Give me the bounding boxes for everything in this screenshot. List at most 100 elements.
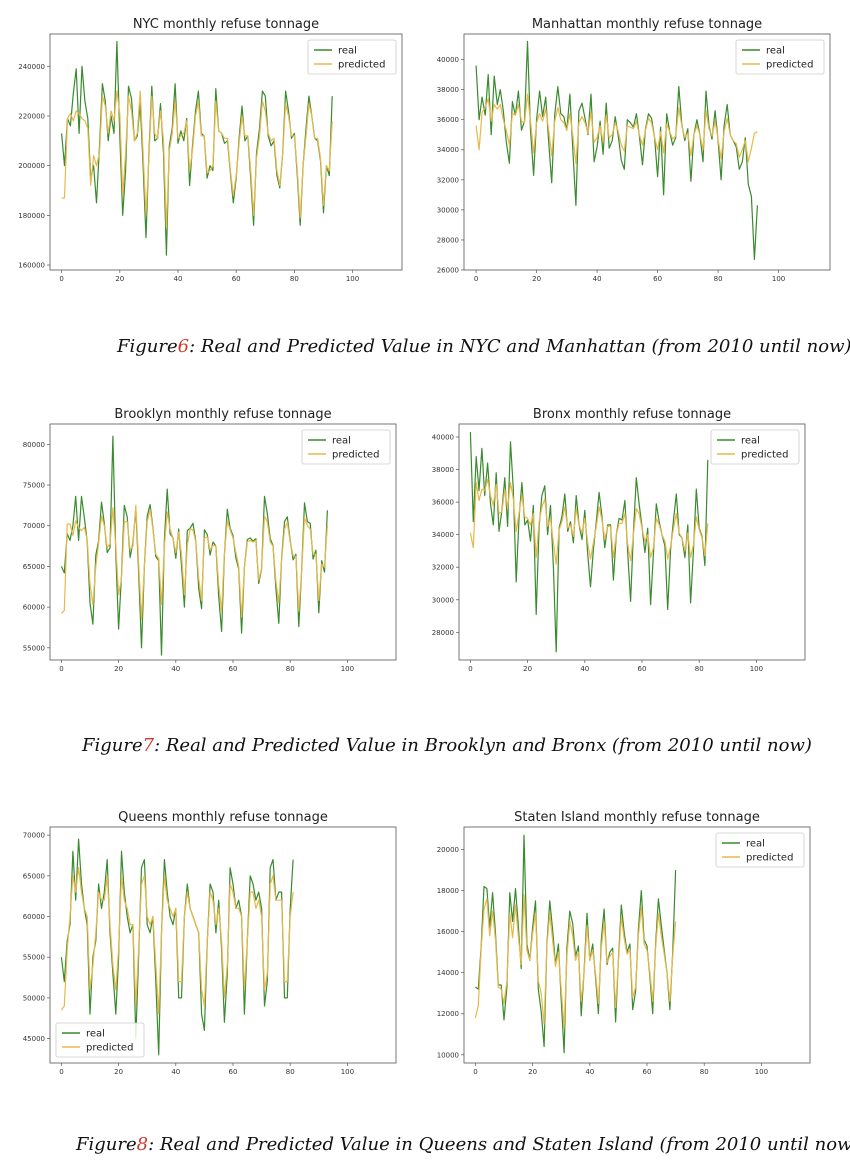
y-tick-label: 160000 — [18, 262, 45, 270]
legend-label-real: real — [741, 436, 760, 447]
chart-brooklyn: Brooklyn monthly refuse tonnage 0 20 40 60 80… — [6, 402, 406, 682]
chart-title: Brooklyn monthly refuse tonnage — [114, 407, 331, 422]
x-tick-label: 20 — [114, 665, 123, 673]
x-tick-label: 20 — [115, 275, 124, 283]
y-tick-label: 200000 — [18, 162, 45, 170]
series-line-predicted — [469, 478, 709, 565]
x-tick-label: 0 — [59, 1068, 63, 1076]
y-tick-label: 60000 — [23, 604, 45, 612]
legend-label-predicted: predicted — [86, 1043, 133, 1054]
caption-prefix: Figure — [82, 735, 143, 756]
x-tick-label: 100 — [750, 665, 763, 673]
caption-prefix: Figure — [76, 1134, 137, 1155]
y-tick-label: 220000 — [18, 112, 45, 120]
chart-queens: Queens monthly refuse tonnage 0 20 40 60 80 10… — [6, 805, 406, 1085]
x-tick-label: 100 — [755, 1068, 768, 1076]
y-tick-label: 28000 — [432, 629, 454, 637]
figure-caption-8: Figure8: Real and Predicted Value in Que… — [76, 1134, 850, 1155]
x-tick-label: 20 — [532, 275, 541, 283]
legend: real predicted — [735, 39, 825, 75]
y-tick-label: 32000 — [437, 176, 459, 184]
series-line-predicted — [60, 504, 328, 620]
figure-caption-6: Figure6: Real and Predicted Value in NYC… — [117, 336, 850, 357]
y-tick-label: 34000 — [432, 531, 454, 539]
y-tick-label: 65000 — [23, 563, 45, 571]
y-tick-label: 70000 — [23, 832, 45, 840]
y-tick-label: 28000 — [437, 236, 459, 244]
figure-caption-7: Figure7: Real and Predicted Value in Bro… — [82, 735, 812, 756]
x-tick-label: 80 — [714, 275, 723, 283]
legend-label-predicted: predicted — [338, 60, 385, 71]
x-tick-label: 0 — [59, 665, 63, 673]
x-tick-label: 80 — [286, 1068, 295, 1076]
y-tick-label: 18000 — [437, 887, 459, 895]
caption-text: : Real and Predicted Value in Queens and… — [148, 1134, 850, 1155]
chart-title: Manhattan monthly refuse tonnage — [532, 17, 762, 32]
legend-label-predicted: predicted — [746, 853, 793, 864]
legend: real predicted — [710, 429, 800, 465]
legend: real predicted — [301, 429, 391, 465]
chart-svg: Staten Island monthly refuse tonnage 0 20 4… — [437, 810, 811, 1076]
x-tick-label: 20 — [523, 665, 532, 673]
y-tick-label: 36000 — [437, 116, 459, 124]
y-tick-label: 36000 — [432, 499, 454, 507]
y-tick-label: 16000 — [437, 928, 459, 936]
chart-nyc: NYC monthly refuse tonnage 0 20 40 60 80 100 16… — [6, 12, 412, 292]
y-tick-label: 45000 — [23, 1035, 45, 1043]
series-line-predicted — [474, 894, 677, 1029]
legend: real predicted — [307, 39, 397, 75]
y-tick-label: 38000 — [432, 466, 454, 474]
chart-title: NYC monthly refuse tonnage — [133, 17, 319, 32]
chart-svg: Queens monthly refuse tonnage 0 20 40 60 80 10… — [23, 810, 397, 1076]
x-tick-label: 100 — [772, 275, 785, 283]
legend-label-real: real — [338, 46, 357, 57]
x-tick-label: 0 — [474, 275, 478, 283]
x-tick-label: 80 — [290, 275, 299, 283]
chart-svg: Brooklyn monthly refuse tonnage 0 20 40 60 80… — [23, 407, 397, 673]
legend: real predicted — [55, 1022, 145, 1058]
x-tick-label: 40 — [174, 275, 183, 283]
y-tick-label: 10000 — [437, 1051, 459, 1059]
x-tick-label: 40 — [171, 1068, 180, 1076]
series-line-predicted — [475, 93, 758, 164]
series-line-predicted — [60, 867, 294, 1015]
x-tick-label: 60 — [232, 275, 241, 283]
x-tick-label: 60 — [643, 1068, 652, 1076]
y-tick-label: 32000 — [432, 564, 454, 572]
x-tick-label: 0 — [468, 665, 472, 673]
x-tick-label: 40 — [593, 275, 602, 283]
y-tick-label: 60000 — [23, 913, 45, 921]
x-tick-label: 40 — [585, 1068, 594, 1076]
caption-number: 6 — [177, 336, 190, 357]
legend-label-predicted: predicted — [766, 60, 813, 71]
x-tick-label: 0 — [473, 1068, 477, 1076]
chart-staten-island: Staten Island monthly refuse tonnage 0 20 4… — [420, 805, 820, 1085]
x-tick-label: 60 — [653, 275, 662, 283]
y-tick-label: 70000 — [23, 522, 45, 530]
chart-svg: Manhattan monthly refuse tonnage 0 20 40 60 8… — [437, 17, 831, 283]
y-tick-label: 75000 — [23, 482, 45, 490]
chart-title: Staten Island monthly refuse tonnage — [514, 810, 760, 825]
y-tick-label: 55000 — [23, 954, 45, 962]
x-tick-label: 80 — [700, 1068, 709, 1076]
legend-label-real: real — [332, 436, 351, 447]
x-tick-label: 60 — [229, 665, 238, 673]
x-tick-label: 60 — [229, 1068, 238, 1076]
chart-title: Queens monthly refuse tonnage — [118, 810, 328, 825]
y-tick-label: 14000 — [437, 969, 459, 977]
x-tick-label: 40 — [580, 665, 589, 673]
y-tick-label: 240000 — [18, 63, 45, 71]
caption-text: : Real and Predicted Value in NYC and Ma… — [189, 336, 850, 357]
x-tick-label: 100 — [341, 1068, 354, 1076]
y-tick-label: 55000 — [23, 644, 45, 652]
x-tick-label: 20 — [528, 1068, 537, 1076]
series-line-real — [469, 432, 709, 653]
chart-svg: NYC monthly refuse tonnage 0 20 40 60 80 100 16… — [18, 17, 403, 283]
legend-label-real: real — [746, 839, 765, 850]
chart-bronx: Bronx monthly refuse tonnage 0 20 40 60 80 100… — [415, 402, 815, 682]
x-tick-label: 100 — [341, 665, 354, 673]
legend-label-predicted: predicted — [741, 450, 788, 461]
y-tick-label: 26000 — [437, 267, 459, 275]
y-tick-label: 50000 — [23, 994, 45, 1002]
series-line-predicted — [61, 90, 333, 229]
